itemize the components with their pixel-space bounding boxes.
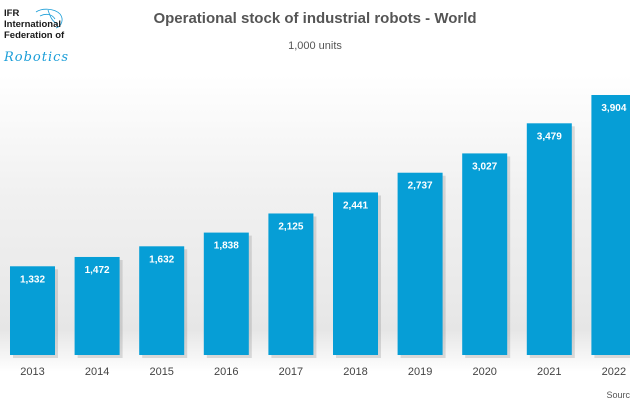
bar-2016 bbox=[203, 232, 249, 355]
x-tick-label-2018: 2018 bbox=[343, 366, 367, 378]
data-label-2014: 1,472 bbox=[85, 265, 110, 276]
ifr-logo: IFR International Federation of Robotics bbox=[4, 8, 84, 65]
data-label-2013: 1,332 bbox=[20, 274, 45, 285]
data-label-2022: 3,904 bbox=[601, 103, 626, 114]
bar-2013 bbox=[10, 266, 55, 355]
bar-2020 bbox=[462, 153, 508, 355]
bar-2019 bbox=[397, 172, 443, 355]
x-tick-label-2020: 2020 bbox=[472, 366, 496, 378]
bar-2017 bbox=[268, 213, 314, 355]
x-tick-label-2016: 2016 bbox=[214, 366, 238, 378]
data-label-2021: 3,479 bbox=[537, 131, 562, 142]
logo-script-robotics: Robotics bbox=[4, 50, 70, 65]
x-tick-label-2015: 2015 bbox=[149, 366, 173, 378]
logo-line-international: International bbox=[4, 19, 62, 30]
x-tick-label-2013: 2013 bbox=[20, 366, 44, 378]
data-label-2020: 3,027 bbox=[472, 161, 497, 172]
x-tick-label-2014: 2014 bbox=[85, 366, 109, 378]
data-label-2018: 2,441 bbox=[343, 200, 368, 211]
x-tick-label-2019: 2019 bbox=[408, 366, 432, 378]
data-label-2017: 2,125 bbox=[278, 221, 303, 232]
logo-line-ifr: IFR bbox=[4, 8, 20, 19]
logo-line-federation: Federation of bbox=[4, 30, 65, 41]
bar-2014 bbox=[74, 256, 120, 355]
bar-2015 bbox=[139, 246, 185, 355]
bar-2021 bbox=[526, 123, 572, 355]
chart-subtitle: 1,000 units bbox=[288, 40, 342, 52]
bar-2018 bbox=[333, 192, 378, 355]
chart-title: Operational stock of industrial robots -… bbox=[153, 10, 477, 27]
bar-2022 bbox=[591, 95, 630, 355]
data-label-2016: 1,838 bbox=[214, 241, 239, 252]
x-tick-label-2021: 2021 bbox=[537, 366, 561, 378]
x-tick-label-2022: 2022 bbox=[602, 366, 626, 378]
x-tick-label-2017: 2017 bbox=[279, 366, 303, 378]
data-label-2015: 1,632 bbox=[149, 254, 174, 265]
data-label-2019: 2,737 bbox=[408, 181, 433, 192]
globe-icon bbox=[35, 8, 63, 29]
source-note: Sourc bbox=[606, 390, 630, 400]
